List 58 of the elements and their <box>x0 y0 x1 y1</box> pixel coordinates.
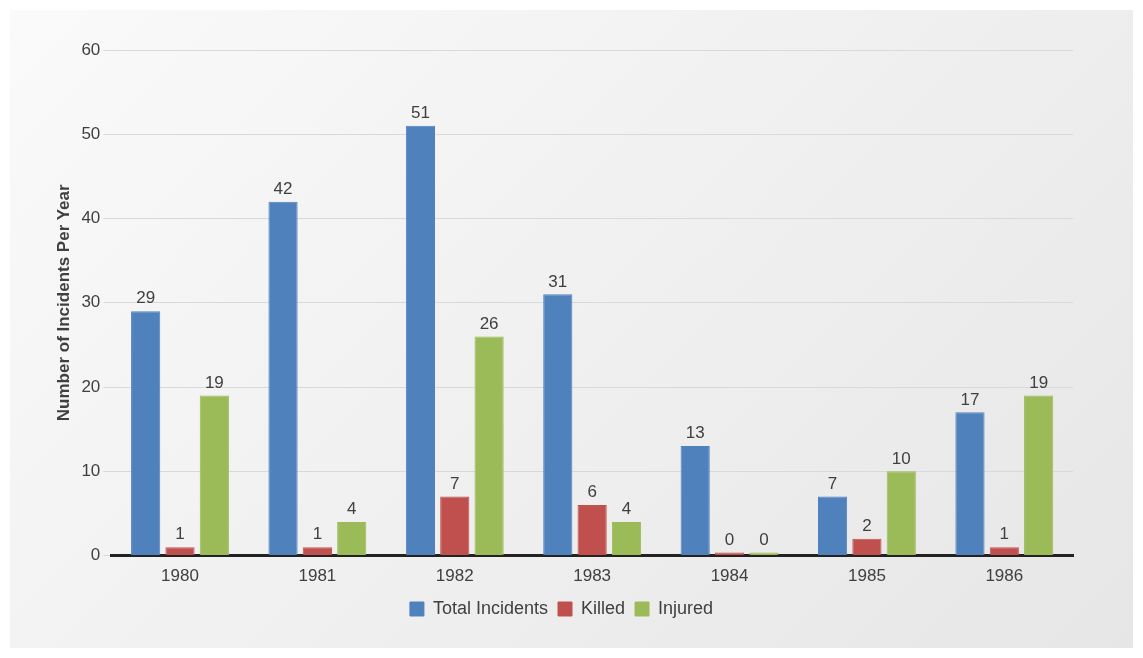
bar <box>680 446 710 556</box>
data-label: 0 <box>759 529 769 549</box>
bar <box>989 547 1019 556</box>
bar <box>337 521 367 556</box>
bar <box>886 471 916 556</box>
legend-label: Injured <box>658 597 714 618</box>
bar <box>199 395 229 556</box>
bar <box>955 412 985 556</box>
data-label: 26 <box>479 313 499 333</box>
data-label: 17 <box>960 389 980 409</box>
data-label: 0 <box>724 529 735 549</box>
x-tick-label: 1980 <box>161 566 199 586</box>
data-label: 10 <box>891 448 911 468</box>
bar <box>131 311 161 556</box>
data-label: 6 <box>587 482 597 502</box>
data-label: 4 <box>347 499 357 519</box>
bar <box>165 547 195 556</box>
data-label: 42 <box>273 178 293 198</box>
data-label: 7 <box>827 473 838 493</box>
bar <box>577 505 607 556</box>
bar <box>405 125 436 556</box>
y-tick-label: 60 <box>81 39 101 59</box>
y-tick-label: 40 <box>81 208 101 228</box>
y-tick-label: 30 <box>81 292 101 312</box>
data-label: 1 <box>175 524 185 544</box>
y-axis-title: Number of Incidents Per Year <box>53 184 73 422</box>
bar <box>1024 395 1054 556</box>
bar <box>302 547 332 556</box>
data-label: 1 <box>999 524 1010 544</box>
data-label: 19 <box>1029 372 1049 392</box>
y-tick-label: 0 <box>90 545 101 565</box>
data-label: 19 <box>204 372 224 392</box>
legend-label: Total Incidents <box>432 597 549 618</box>
y-tick-label: 20 <box>81 376 101 396</box>
bar <box>440 496 470 556</box>
x-tick-label: 1982 <box>435 566 474 586</box>
data-label: 13 <box>685 423 705 443</box>
bar <box>474 336 504 556</box>
y-tick-label: 50 <box>81 123 101 143</box>
legend-label: Killed <box>581 597 626 618</box>
y-tick-label: 10 <box>81 461 101 481</box>
data-label: 4 <box>621 499 632 519</box>
bar <box>611 521 642 556</box>
data-label: 7 <box>450 473 460 493</box>
x-tick-label: 1981 <box>298 566 337 586</box>
x-tick-label: 1985 <box>848 566 886 586</box>
data-label: 29 <box>136 288 156 308</box>
data-label: 31 <box>548 271 568 291</box>
bar <box>817 496 848 556</box>
x-tick-label: 1986 <box>985 566 1024 586</box>
bar <box>268 201 298 556</box>
data-label: 2 <box>862 515 872 535</box>
bar <box>543 294 573 556</box>
x-tick-label: 1983 <box>573 566 612 586</box>
data-label: 51 <box>410 103 430 123</box>
bar <box>852 538 882 556</box>
x-tick-label: 1984 <box>710 566 749 586</box>
data-label: 1 <box>312 524 323 544</box>
